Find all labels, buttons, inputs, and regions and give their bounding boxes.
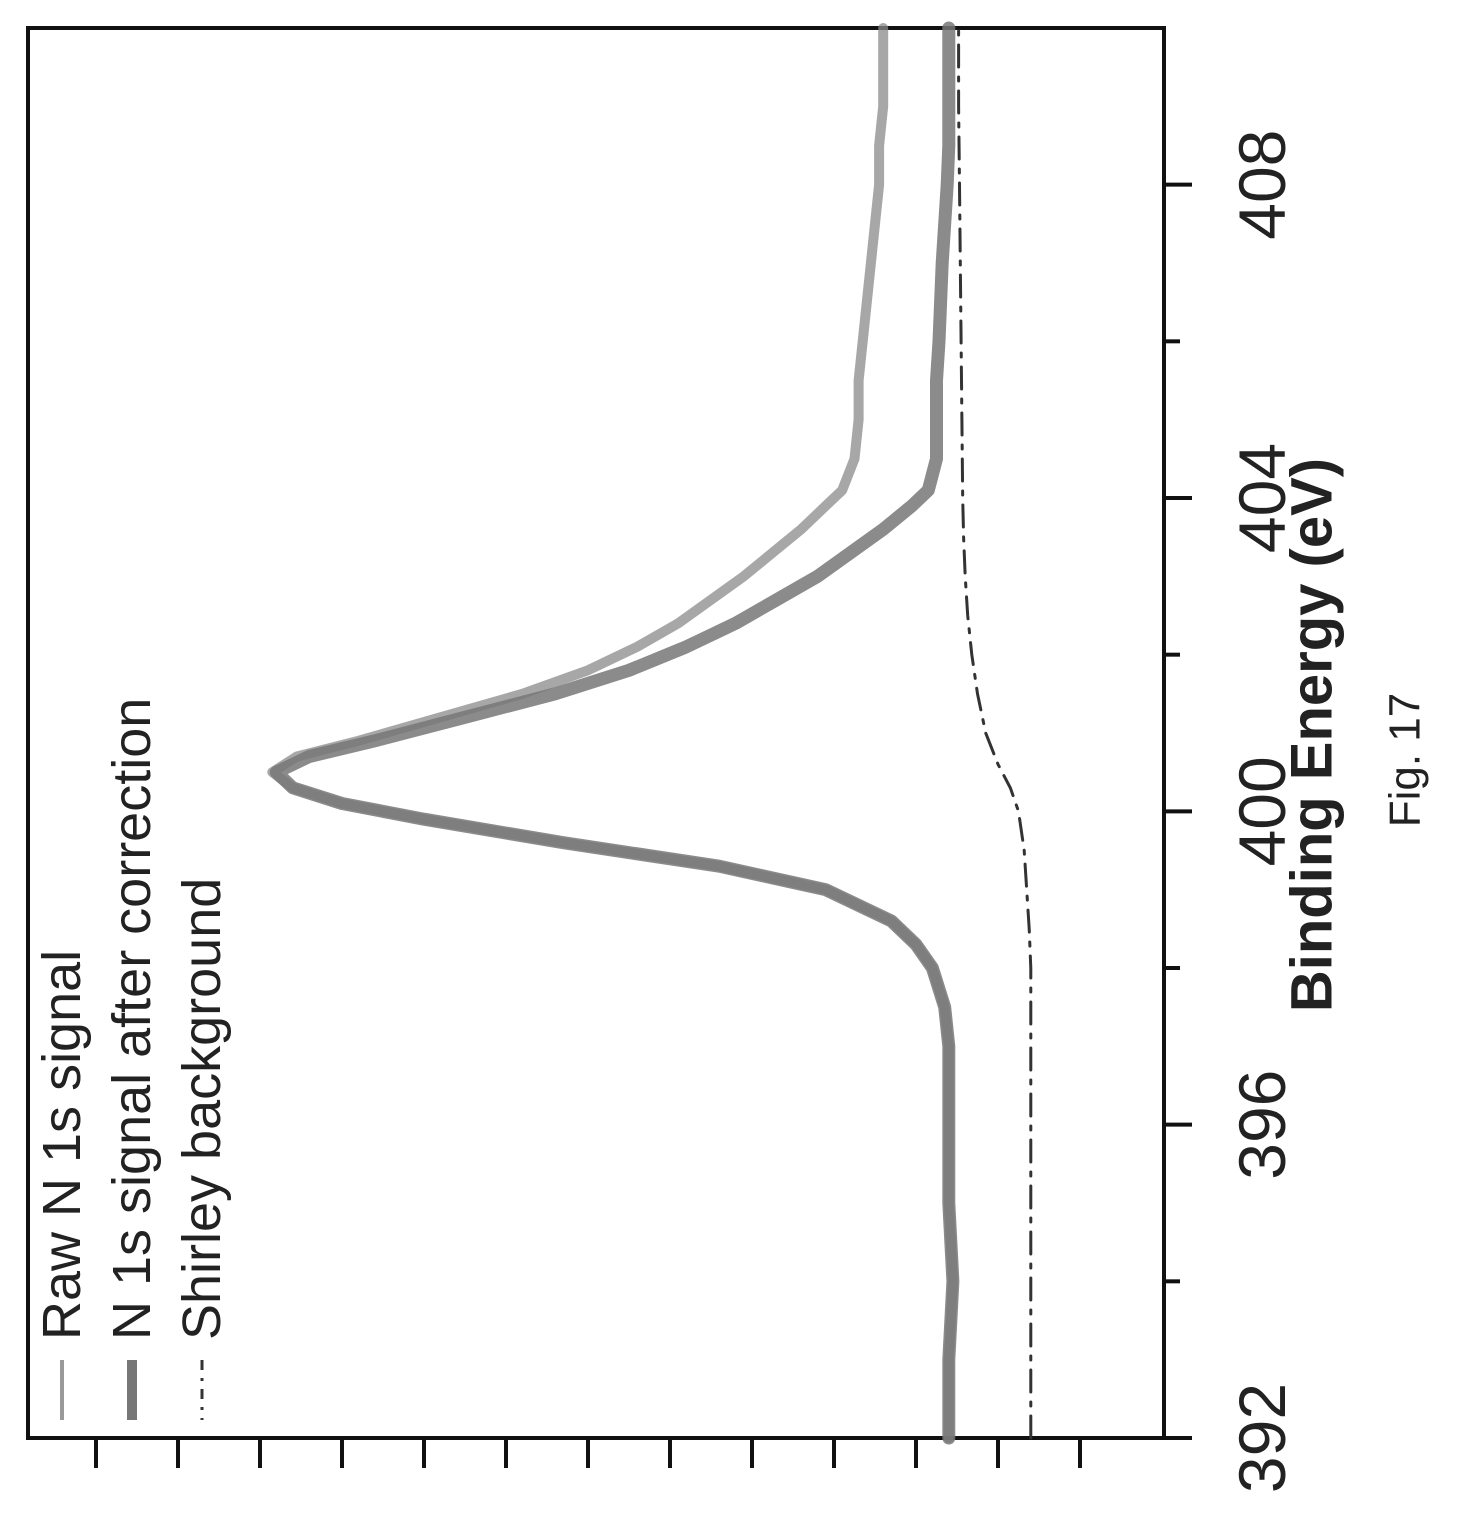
titles: Binding Energy (eV) Fig. 17 (1280, 458, 1430, 1012)
plot-area (26, 26, 1166, 1440)
series-line-1 (267, 23, 958, 1443)
legend-label: Shirley background (172, 878, 232, 1340)
legend-label: N 1s signal after correction (102, 698, 162, 1340)
legend: Raw N 1s signal N 1s signal after correct… (32, 698, 232, 1420)
series-layer (267, 21, 1033, 1445)
x-tick-label: 396 (1225, 1070, 1299, 1180)
axis-layer: 392 396 400 404 408 (94, 130, 1299, 1493)
figure-caption: Fig. 17 (1381, 693, 1430, 828)
x-tick-label: 392 (1225, 1383, 1299, 1493)
plot-frame (26, 26, 1166, 1440)
series-line-2 (269, 21, 960, 1445)
x-axis-title: Binding Energy (eV) (1280, 458, 1345, 1012)
series-line-3 (957, 26, 1033, 1440)
legend-label: Raw N 1s signal (32, 950, 92, 1340)
x-tick-label: 404 (1225, 443, 1299, 553)
x-tick-label: 400 (1225, 756, 1299, 866)
x-tick-label: 408 (1225, 130, 1299, 240)
